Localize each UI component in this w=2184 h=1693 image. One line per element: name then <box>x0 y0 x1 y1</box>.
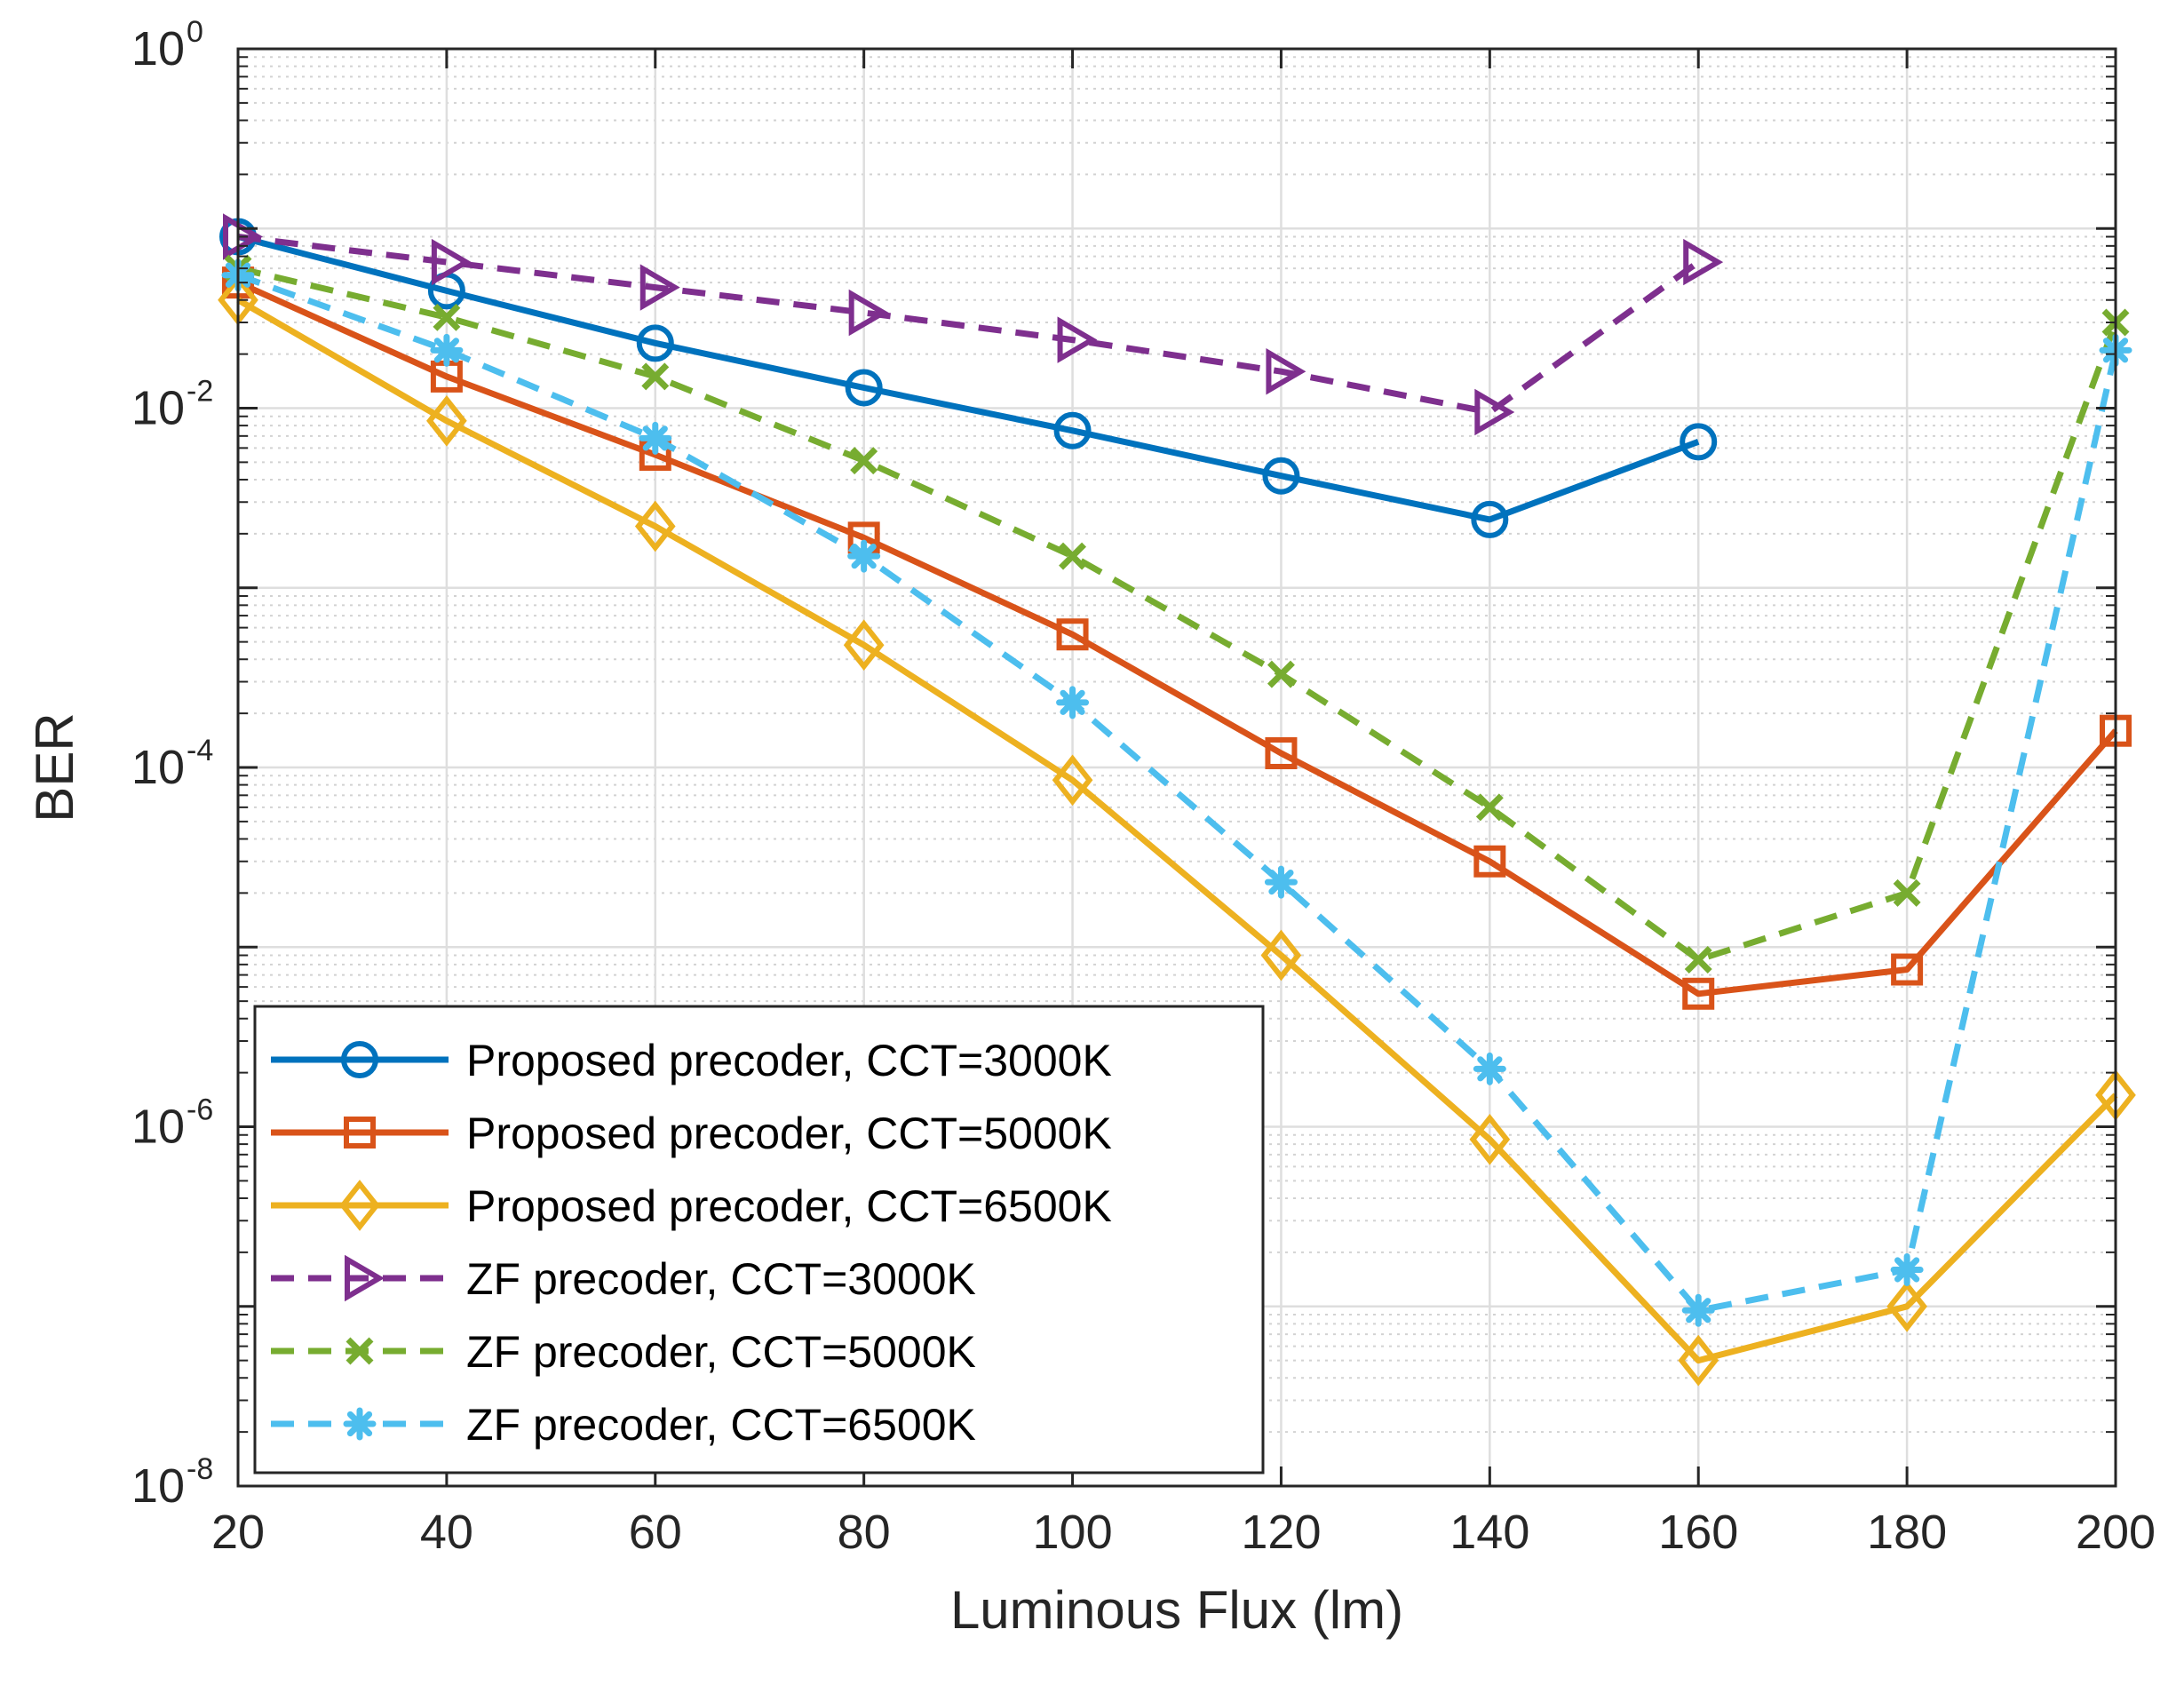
y-tick-exponent: -4 <box>187 734 213 767</box>
legend-item: ZF precoder, CCT=6500K <box>271 1400 976 1450</box>
y-tick-exponent: -2 <box>187 375 213 409</box>
x-tick-labels: 20 40 60 80 100 120 140 160 180 200 <box>211 1506 2156 1559</box>
data-point <box>1265 736 1298 769</box>
data-point <box>1680 423 1718 461</box>
y-tick-label: 10 <box>131 741 185 794</box>
series-line <box>236 297 2118 1364</box>
data-point <box>1678 1334 1719 1387</box>
legend-items: Proposed precoder, CCT=3000K Proposed pre… <box>271 1036 1112 1450</box>
data-point <box>639 421 672 455</box>
data-point <box>1053 411 1092 449</box>
data-point <box>639 264 680 311</box>
data-point <box>634 500 676 552</box>
legend-item: Proposed precoder, CCT=3000K <box>271 1036 1112 1085</box>
series-line <box>236 279 2118 998</box>
series-line <box>236 272 2119 1314</box>
data-point <box>1474 388 1515 436</box>
x-tick-label: 60 <box>629 1506 682 1559</box>
legend-label: ZF precoder, CCT=6500K <box>466 1400 976 1450</box>
data-point <box>1056 686 1090 719</box>
data-point <box>1469 1113 1511 1165</box>
series-line <box>237 234 1701 416</box>
data-point <box>641 362 670 391</box>
x-tick-label: 200 <box>2076 1506 2156 1559</box>
data-point <box>431 238 472 286</box>
series-layer <box>218 213 2136 1387</box>
y-tick-label: 10 <box>131 382 185 435</box>
y-axis-title: BER <box>25 712 84 822</box>
y-tick-label: 10 <box>131 1101 185 1154</box>
data-point <box>1683 238 1724 286</box>
data-point <box>1260 929 1302 982</box>
data-point <box>1886 1280 1927 1332</box>
axis-ticks <box>236 47 2117 1488</box>
data-point <box>1056 618 1089 651</box>
legend-swatch-marker <box>345 1254 385 1302</box>
data-point <box>1264 865 1298 899</box>
legend-swatch-marker <box>343 1407 377 1441</box>
legend-label: Proposed precoder, CCT=3000K <box>466 1036 1112 1085</box>
data-point <box>1681 1293 1715 1327</box>
y-tick-exponent: -8 <box>187 1452 213 1486</box>
data-point <box>426 394 467 447</box>
data-point <box>430 333 464 367</box>
legend-item: Proposed precoder, CCT=5000K <box>271 1109 1112 1158</box>
legend-label: Proposed precoder, CCT=5000K <box>466 1109 1112 1158</box>
legend-swatch-marker <box>341 1041 378 1078</box>
legend-swatch-marker <box>345 1337 374 1365</box>
y-tick-exponent: 0 <box>187 15 203 49</box>
data-point <box>843 619 885 672</box>
legend-item: ZF precoder, CCT=5000K <box>271 1327 976 1377</box>
legend: Proposed precoder, CCT=3000K Proposed pre… <box>253 1005 1265 1474</box>
y-tick-exponent: -6 <box>187 1093 213 1127</box>
data-point <box>1471 500 1509 538</box>
data-point <box>1473 845 1506 878</box>
data-point <box>845 369 883 407</box>
legend-swatch-marker <box>344 1117 376 1149</box>
series-3 <box>218 274 2136 1387</box>
data-point <box>1475 793 1504 822</box>
legend-label: ZF precoder, CCT=5000K <box>466 1327 976 1377</box>
x-axis-title: Luminous Flux (lm) <box>950 1580 1403 1640</box>
legend-box <box>253 1005 1265 1474</box>
legend-item: Proposed precoder, CCT=6500K <box>271 1180 1112 1231</box>
series-4 <box>223 213 1724 436</box>
data-point <box>1059 542 1087 570</box>
data-point <box>1890 1252 1924 1286</box>
series-line <box>237 234 1700 523</box>
data-point <box>1052 754 1093 807</box>
x-tick-label: 40 <box>420 1506 473 1559</box>
y-tick-label: 10 <box>131 22 185 76</box>
data-point <box>433 303 461 331</box>
data-point <box>1057 316 1098 363</box>
legend-swatch-marker <box>339 1180 380 1231</box>
x-tick-label: 20 <box>211 1506 265 1559</box>
data-point <box>848 289 889 337</box>
data-point <box>1891 953 1924 986</box>
legend-label: ZF precoder, CCT=3000K <box>466 1254 976 1304</box>
data-point <box>1262 457 1300 495</box>
data-point <box>1267 660 1295 688</box>
series-1 <box>219 218 1718 538</box>
x-tick-label: 100 <box>1033 1506 1113 1559</box>
legend-label: Proposed precoder, CCT=6500K <box>466 1181 1112 1231</box>
x-tick-label: 160 <box>1658 1506 1738 1559</box>
legend-item: ZF precoder, CCT=3000K <box>271 1254 976 1304</box>
data-point <box>847 539 881 573</box>
data-point <box>636 324 674 362</box>
data-point <box>1266 347 1306 395</box>
data-point <box>1473 1052 1506 1085</box>
x-tick-label: 80 <box>838 1506 891 1559</box>
data-point <box>1893 878 1921 907</box>
data-point <box>1682 977 1715 1010</box>
data-point <box>850 447 878 475</box>
x-tick-label: 120 <box>1241 1506 1321 1559</box>
y-tick-label: 10 <box>131 1459 185 1513</box>
data-point <box>1684 946 1712 974</box>
x-tick-label: 180 <box>1867 1506 1947 1559</box>
x-tick-label: 140 <box>1449 1506 1529 1559</box>
